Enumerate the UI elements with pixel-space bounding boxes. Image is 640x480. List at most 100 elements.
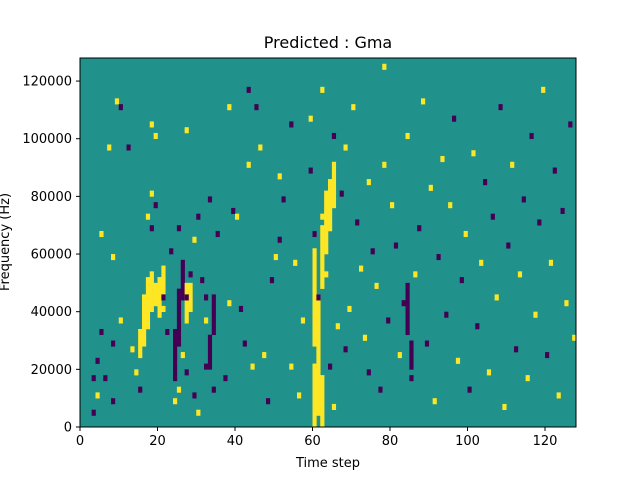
heatmap-cell [184,282,189,324]
heatmap-cell [556,392,561,399]
heatmap-cell [246,161,251,168]
heatmap-cell [486,369,492,376]
heatmap-cell [463,230,468,238]
plot-frame [79,57,577,428]
heatmap-cell [297,392,302,399]
heatmap-cell [111,398,116,405]
heatmap-cell [347,305,352,312]
heatmap-cell [517,271,523,278]
heatmap-cell [188,288,193,312]
heatmap-cell [204,294,209,301]
heatmap-cell [200,277,205,284]
heatmap-cell [328,179,333,232]
heatmap-cell [246,86,251,93]
heatmap-cell [95,392,100,399]
heatmap-cell [215,230,220,238]
heatmap-cell [180,259,185,301]
heatmap-cell [514,346,519,353]
heatmap-cell [165,328,170,336]
heatmap-cell [324,190,329,255]
heatmap-cell [355,219,360,226]
heatmap-cell [564,300,569,307]
heatmap-cell [324,271,329,278]
heatmap-cell [269,277,275,284]
heatmap-cell [258,144,263,151]
y-axis: 0 20000 40000 60000 80000 100000 120000 [22,75,80,436]
x-tick-label: 120 [533,434,558,449]
y-axis-label: Frequency (Hz) [0,193,13,291]
heatmap-cell [401,300,406,307]
x-tick-label: 20 [149,434,166,449]
heatmap-cell [320,213,325,220]
y-tick-label: 100000 [22,132,72,147]
heatmap-cell [192,392,197,399]
heatmap-cell [91,409,96,416]
heatmap-cell [153,202,158,209]
heatmap-cell [289,121,294,128]
heatmap-cell [145,213,151,220]
heatmap-cell [188,282,193,289]
heatmap-cell [91,375,96,382]
heatmap-cell [448,202,453,209]
heatmap-cell [157,277,162,318]
heatmap-cell [502,403,507,411]
heatmap-cell [227,300,232,307]
heatmap-cell [568,121,573,128]
heatmap-cell [111,340,116,347]
heatmap-cell [192,236,197,243]
y-tick-label: 60000 [31,248,72,263]
heatmap-cell [417,225,422,232]
y-tick-label: 120000 [22,75,72,90]
heatmap-cell [366,369,371,376]
heatmap-cell [421,98,426,105]
heatmap-cell [184,127,189,134]
heatmap-cell [316,294,321,301]
heatmap-cell [525,375,530,382]
heatmap-cell [161,265,166,301]
heatmap-cell [424,340,430,347]
heatmap-cell [207,334,213,370]
heatmap-cell [153,282,158,307]
heatmap-cell [529,132,534,140]
heatmap-cell [328,363,333,370]
heatmap-cell [149,225,154,232]
heatmap-cell [176,386,182,393]
heatmap-cell [130,346,135,353]
heatmap-cell [479,259,484,266]
heatmap-cell [176,225,182,232]
y-tick-label: 20000 [31,363,72,378]
heatmap-cell [459,277,464,284]
heatmap-cell [533,311,538,318]
heatmap-cell [266,398,271,405]
heatmap-cell [331,161,337,209]
heatmap-cell [149,121,154,128]
heatmap-cell [320,86,325,93]
x-tick-label: 40 [227,434,244,449]
heatmap-cell [359,265,364,272]
heatmap-cell [413,271,418,278]
heatmap-cell [390,202,395,209]
heatmap-cell [521,196,526,203]
heatmap-cell [273,254,278,261]
heatmap-cell [242,340,247,347]
heatmap-cell [111,254,116,261]
heatmap-cell [343,346,348,353]
heatmap-cell [320,375,325,428]
heatmap-cell [223,375,228,382]
heatmap-cell [235,213,240,220]
heatmap-cell [173,398,178,405]
heatmap-cell [308,115,313,122]
x-tick-label: 80 [382,434,399,449]
heatmap-cell [494,294,499,301]
heatmap-cell [161,305,166,312]
heatmap-cell [107,144,112,151]
heatmap-cell [277,173,282,180]
heatmap-cell [444,311,449,318]
heatmap-cell [138,386,143,393]
heatmap-cell [153,132,158,140]
heatmap-cell [545,352,550,359]
heatmap-cell [331,403,337,411]
x-tick-label: 100 [455,434,480,449]
heatmap-cell [440,156,445,163]
